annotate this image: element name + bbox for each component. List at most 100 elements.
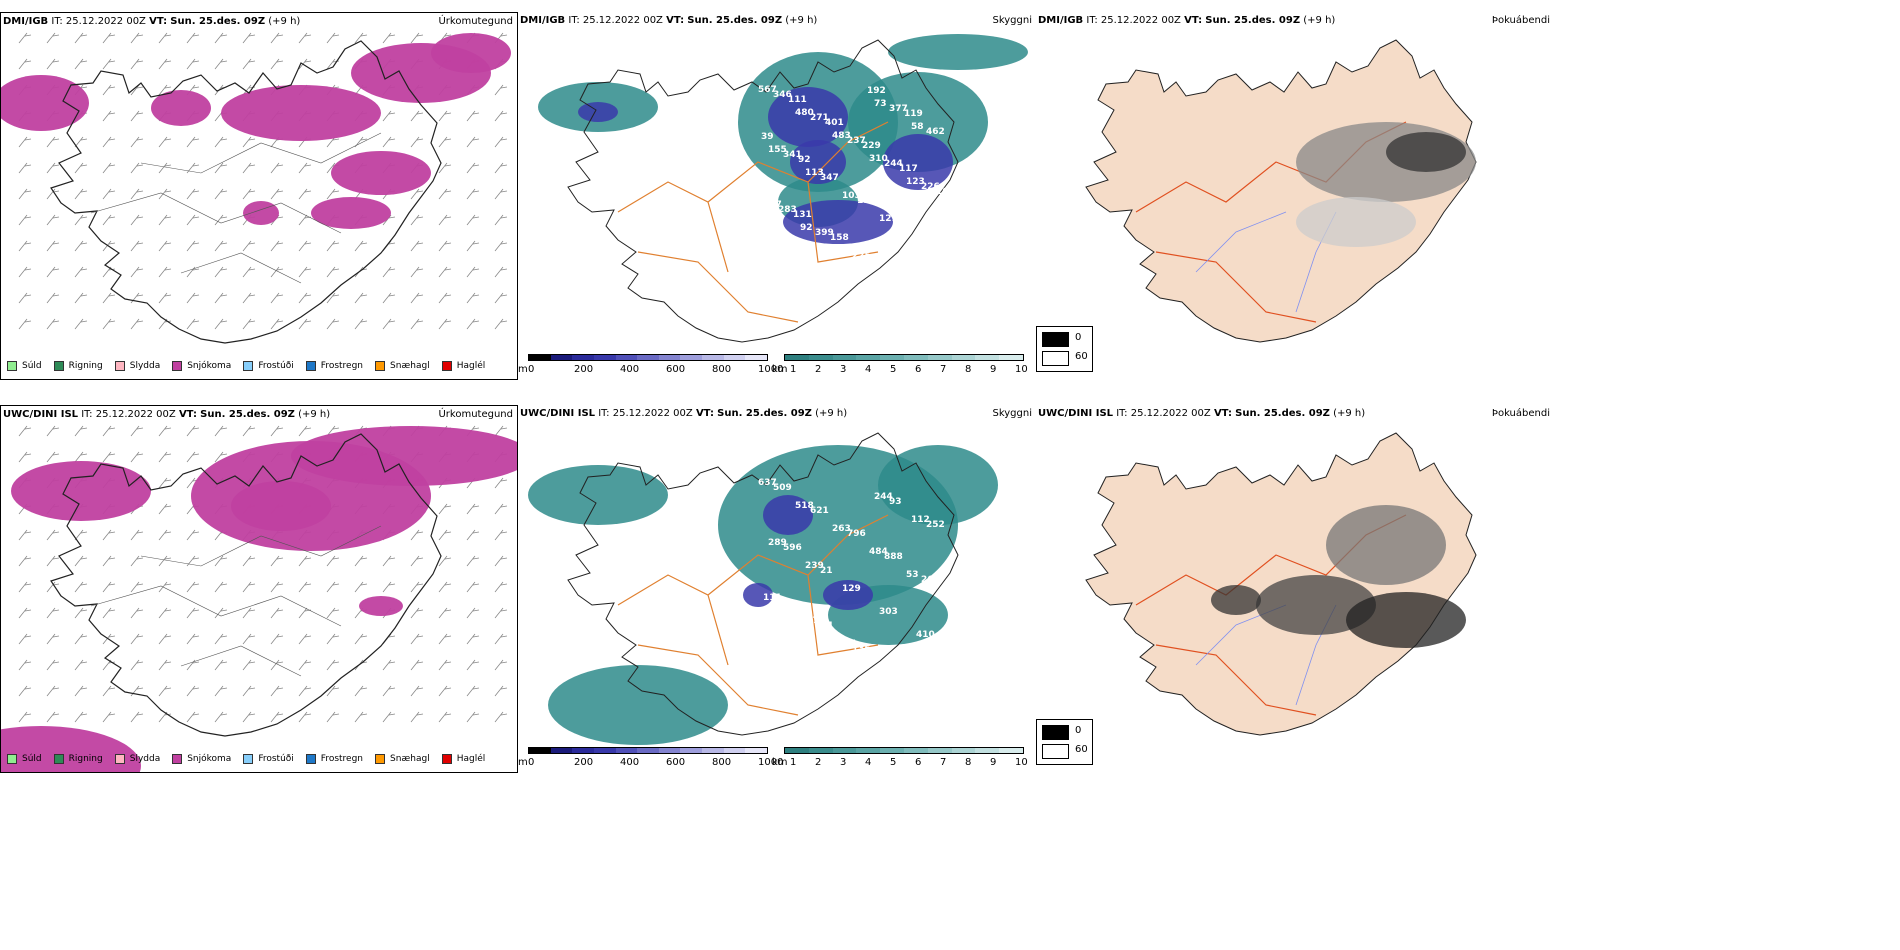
visibility-value: 239	[805, 561, 824, 571]
visibility-value: 155	[768, 145, 787, 155]
panel-header: DMI/IGB IT: 25.12.2022 00Z VT: Sun. 25.d…	[520, 15, 818, 26]
colorbar-tick: 800	[712, 757, 732, 768]
visibility-value: 93	[889, 497, 902, 507]
colorbar-unit: m	[518, 364, 528, 375]
fog-legend: 0 60	[1036, 326, 1093, 372]
coastline	[50, 40, 442, 344]
precip-legend: Súld Rigning Slydda Snjókoma Frostúði Frostre…	[7, 361, 497, 371]
colorbar-tick: 9	[990, 757, 997, 768]
visibility-value: 267	[921, 575, 940, 585]
visibility-value: 111	[763, 593, 782, 603]
precip-legend-item: Snæhagl	[375, 754, 430, 764]
visibility-value: 596	[783, 543, 802, 553]
legend-label: Rigning	[68, 361, 103, 371]
visibility-area	[878, 445, 998, 525]
colorbar-tick: 1	[790, 364, 797, 375]
legend-label: Slydda	[129, 754, 161, 764]
low-visibility-area	[578, 102, 618, 122]
visibility-value: 21	[820, 566, 833, 576]
panel-title: Úrkomutegund	[438, 16, 513, 27]
colorbar-tick: 2	[815, 757, 822, 768]
colorbar-tick: 5	[890, 364, 897, 375]
legend-label: Súld	[22, 361, 42, 371]
colorbar-tick: 8	[965, 757, 972, 768]
colorbar-tick: 400	[620, 364, 640, 375]
colorbar-unit: km	[772, 757, 788, 768]
visibility-value: 225	[852, 251, 871, 261]
visibility-value: 158	[830, 233, 849, 243]
visibility-value: 226	[921, 182, 940, 192]
colorbar-tick: 3	[840, 364, 847, 375]
visibility-value: 567	[758, 85, 777, 95]
legend-label: Snæhagl	[390, 361, 430, 371]
colorbar-tick: 8	[965, 364, 972, 375]
visibility-value: 121	[879, 214, 898, 224]
low-visibility-area	[763, 495, 813, 535]
visibility-value: 271	[810, 113, 829, 123]
fog-legend: 0 60	[1036, 719, 1093, 765]
precip-type-panel-uwc: UWC/DINI ISL IT: 25.12.2022 00Z VT: Sun.…	[0, 405, 518, 773]
panel-title: Úrkomutegund	[438, 409, 513, 420]
visibility-value: 123	[931, 242, 950, 252]
visibility-map: 567 480 483 310 123 107 92 106 73 58 155 113 103 121 2…	[538, 34, 1028, 343]
visibility-value: 263	[832, 524, 851, 534]
visibility-value: 289	[768, 538, 787, 548]
panel-title: Skyggni	[992, 408, 1032, 419]
fog-legend-swatch	[1042, 725, 1069, 740]
panel-title: Þokuábendi	[1491, 408, 1550, 419]
visibility-value: 117	[899, 164, 918, 174]
visibility-value: 796	[847, 529, 866, 539]
visibility-value: 92	[800, 223, 813, 233]
precip-legend-item: Súld	[7, 754, 42, 764]
visibility-value: 341	[783, 150, 802, 160]
visibility-value: 112	[911, 515, 930, 525]
visibility-value: 123	[906, 177, 925, 187]
road-lines	[617, 121, 889, 323]
road-lines	[90, 132, 382, 284]
colorbar-tick: 5	[890, 757, 897, 768]
visibility-value: 53	[906, 570, 919, 580]
legend-swatch	[243, 754, 254, 764]
low-visibility-area	[743, 583, 773, 607]
legend-swatch	[114, 754, 125, 764]
fog-panel-dmi: DMI/IGB IT: 25.12.2022 00Z VT: Sun. 25.d…	[1036, 12, 1554, 380]
colorbar-unit: m	[518, 757, 528, 768]
visibility-value: 243	[916, 237, 935, 247]
panel-title: Þokuábendi	[1491, 15, 1550, 26]
colorbar-tick: 800	[712, 364, 732, 375]
precip-legend-item: Snjókoma	[172, 361, 231, 371]
visibility-value: 621	[810, 506, 829, 516]
visibility-value: 103	[842, 191, 861, 201]
colorbar-tick: 0	[528, 757, 535, 768]
visibility-area	[848, 72, 988, 172]
legend-swatch	[172, 361, 183, 371]
precip-legend-item: Snjókoma	[172, 754, 231, 764]
colorbar-tick: 7	[940, 757, 947, 768]
colorbar-tick: 1000	[758, 364, 784, 375]
panel-title: Skyggni	[992, 15, 1032, 26]
legend-swatch	[441, 361, 452, 371]
legend-swatch	[172, 754, 183, 764]
legend-swatch	[441, 754, 452, 764]
legend-swatch	[375, 361, 386, 371]
visibility-value: 117	[837, 639, 856, 649]
visibility-colorbar: m 0 200 400 600 800 1000 km 1 2 3 4 5 6 7 8 9 10	[518, 745, 1036, 771]
colorbar-tick: 1	[790, 757, 797, 768]
fog-area	[1296, 197, 1416, 247]
fog-legend-swatch	[1042, 351, 1069, 366]
fog-legend-label: 60	[1075, 351, 1088, 362]
visibility-value: 283	[778, 205, 797, 215]
legend-label: Haglél	[456, 754, 486, 764]
legend-swatch	[114, 361, 125, 371]
road-lines	[90, 525, 382, 677]
colorbar-tick: 600	[666, 364, 686, 375]
visibility-value: 113	[805, 168, 824, 178]
fog-legend-swatch	[1042, 744, 1069, 759]
legend-label: Snjókoma	[187, 361, 232, 371]
legend-label: Snjókoma	[187, 754, 232, 764]
legend-label: Súld	[22, 754, 42, 764]
legend-swatch	[53, 754, 64, 764]
visibility-value: 888	[884, 552, 903, 562]
panel-header: UWC/DINI ISL IT: 25.12.2022 00Z VT: Sun.…	[520, 408, 848, 419]
colorbar-meters	[528, 354, 768, 361]
